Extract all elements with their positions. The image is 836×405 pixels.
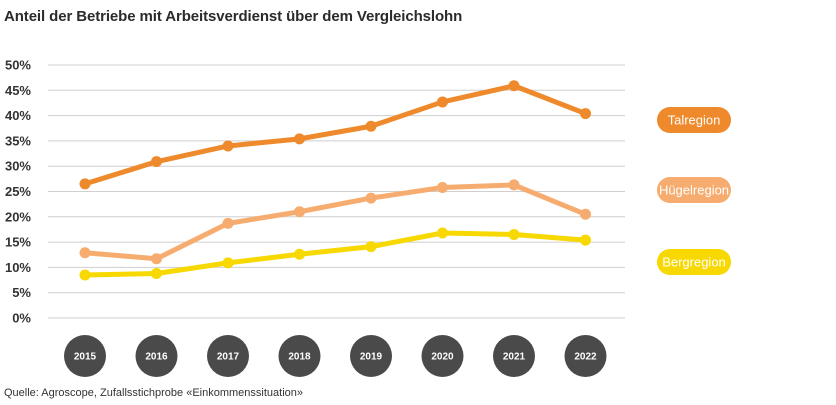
chart-title: Anteil der Betriebe mit Arbeitsverdienst… xyxy=(4,8,463,25)
legend-item-bergregion: Bergregion xyxy=(657,249,731,275)
year-badge xyxy=(350,335,392,377)
data-point xyxy=(294,248,305,260)
data-point xyxy=(437,227,448,239)
year-badge xyxy=(64,335,106,377)
data-point xyxy=(580,234,591,246)
data-point xyxy=(365,192,377,204)
y-tick-label: 10% xyxy=(5,260,31,275)
data-point xyxy=(151,267,162,279)
grid-layer xyxy=(48,64,625,319)
data-point xyxy=(222,140,234,152)
y-tick-label: 20% xyxy=(5,209,31,224)
x-tick-2020: 2020 xyxy=(421,335,464,377)
year-badge xyxy=(421,335,464,377)
x-axis-labels: 2015 2016 2017 2018 2019 2020 2021 2022 xyxy=(64,335,607,377)
series-line xyxy=(82,83,588,187)
data-point xyxy=(508,229,520,241)
data-point xyxy=(79,178,91,190)
y-tick-label: 40% xyxy=(5,108,31,123)
series-hügelregion xyxy=(79,179,591,265)
x-tick-label: 2015 xyxy=(74,352,97,363)
series-layer xyxy=(79,80,591,281)
data-point xyxy=(580,108,591,120)
y-tick-label: 35% xyxy=(5,133,31,148)
legend-label: Bergregion xyxy=(662,255,726,270)
y-tick-label: 25% xyxy=(5,184,31,199)
x-tick-label: 2020 xyxy=(431,352,454,363)
x-tick-label: 2018 xyxy=(288,352,311,363)
y-tick-label: 50% xyxy=(5,58,31,73)
series-line xyxy=(82,182,588,262)
series-talregion xyxy=(79,80,591,190)
data-point xyxy=(508,179,520,191)
x-tick-2022: 2022 xyxy=(564,335,607,377)
data-point xyxy=(151,253,162,265)
legend-item-talregion: Talregion xyxy=(657,107,731,133)
x-tick-2017: 2017 xyxy=(207,335,249,377)
data-point xyxy=(294,133,305,145)
x-tick-2019: 2019 xyxy=(350,335,392,377)
x-tick-label: 2019 xyxy=(360,352,383,363)
legend: Talregion Hügelregion Bergregion xyxy=(657,107,731,275)
x-tick-label: 2017 xyxy=(217,352,240,363)
y-axis-labels: 0% 5% 10% 15% 20% 25% 30% 35% 40% 45% 50% xyxy=(5,58,31,326)
data-point xyxy=(437,181,448,193)
data-point xyxy=(151,156,162,168)
data-point xyxy=(222,257,234,269)
legend-label: Talregion xyxy=(668,113,721,128)
y-tick-label: 0% xyxy=(12,311,31,326)
legend-swatch xyxy=(657,107,731,133)
x-tick-2015: 2015 xyxy=(64,335,106,377)
x-tick-2018: 2018 xyxy=(278,335,321,377)
year-badge xyxy=(278,335,321,377)
legend-swatch xyxy=(657,249,731,275)
series-line xyxy=(82,230,588,278)
data-point xyxy=(365,241,377,253)
x-tick-label: 2016 xyxy=(145,352,168,363)
legend-swatch xyxy=(657,177,731,203)
y-tick-label: 45% xyxy=(5,83,31,98)
legend-item-hügelregion: Hügelregion xyxy=(657,177,731,203)
source-note: Quelle: Agroscope, Zufallsstichprobe «Ei… xyxy=(4,387,303,399)
data-point xyxy=(294,206,305,218)
year-badge xyxy=(493,335,535,377)
year-badge xyxy=(564,335,607,377)
data-point xyxy=(365,120,377,132)
year-badge xyxy=(135,335,178,377)
x-tick-label: 2021 xyxy=(503,352,526,363)
x-tick-2016: 2016 xyxy=(135,335,178,377)
y-tick-label: 30% xyxy=(5,159,31,174)
x-tick-label: 2022 xyxy=(574,352,597,363)
year-badge xyxy=(207,335,249,377)
legend-label: Hügelregion xyxy=(659,183,729,198)
y-tick-label: 15% xyxy=(5,235,31,250)
x-tick-2021: 2021 xyxy=(493,335,535,377)
data-point xyxy=(79,247,91,259)
series-bergregion xyxy=(79,227,591,281)
data-point xyxy=(437,96,448,108)
y-tick-label: 5% xyxy=(12,285,31,300)
data-point xyxy=(508,80,520,92)
data-point xyxy=(580,208,591,220)
data-point xyxy=(79,269,91,281)
data-point xyxy=(222,217,234,229)
